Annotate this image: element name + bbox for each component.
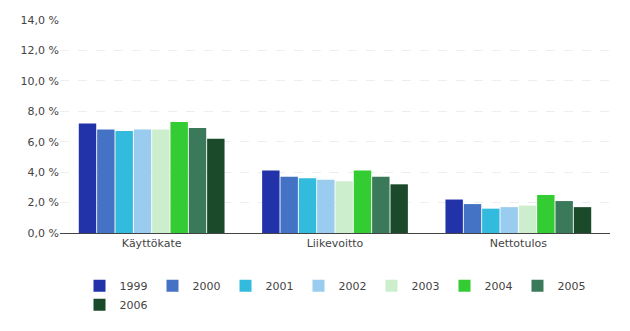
svg-text:8,0 %: 8,0 % — [28, 105, 59, 118]
svg-text:2005: 2005 — [558, 280, 586, 293]
svg-text:2001: 2001 — [266, 280, 294, 293]
svg-text:0,0 %: 0,0 % — [28, 227, 59, 240]
svg-text:10,0 %: 10,0 % — [21, 75, 59, 88]
svg-text:1999: 1999 — [120, 280, 148, 293]
svg-text:2003: 2003 — [412, 280, 440, 293]
svg-text:Nettotulos: Nettotulos — [490, 237, 547, 250]
svg-text:12,0 %: 12,0 % — [21, 44, 59, 57]
svg-text:6,0 %: 6,0 % — [28, 136, 59, 149]
svg-text:Käyttökate: Käyttökate — [122, 237, 182, 250]
svg-text:2004: 2004 — [485, 280, 513, 293]
svg-text:2002: 2002 — [339, 280, 367, 293]
svg-text:2000: 2000 — [193, 280, 221, 293]
svg-text:4,0 %: 4,0 % — [28, 166, 59, 179]
svg-text:2006: 2006 — [120, 299, 148, 312]
svg-text:2,0 %: 2,0 % — [28, 196, 59, 209]
svg-text:Liikevoitto: Liikevoitto — [307, 237, 364, 250]
svg-text:14,0 %: 14,0 % — [21, 14, 59, 27]
